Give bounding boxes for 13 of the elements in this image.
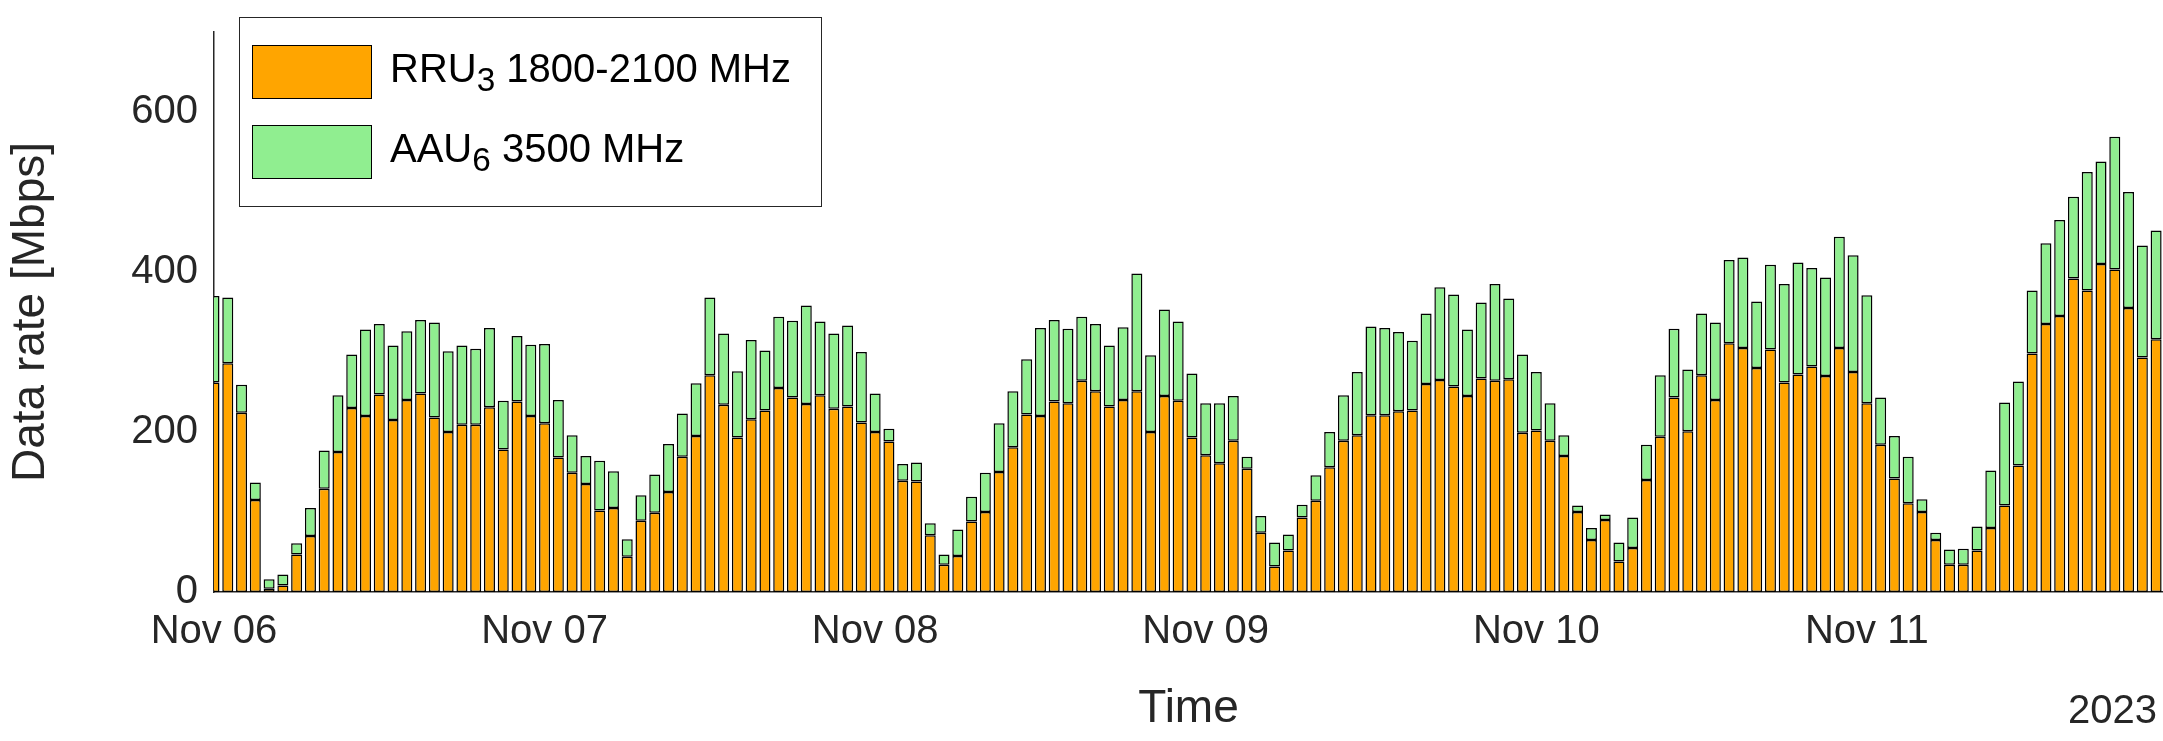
x-tick-label: Nov 09	[1142, 607, 1270, 652]
x-tick-label: Nov 11	[1804, 607, 1929, 652]
x-tick-label: Nov 08	[811, 607, 939, 652]
y-tick-label: 600	[131, 87, 198, 132]
legend-label: RRU$_{3}$ 1800-2100 MHz	[390, 45, 791, 99]
y-tick-label: 400	[131, 247, 198, 292]
x-tick-label: Nov 07	[481, 607, 608, 652]
x-axis-title: Time	[1138, 680, 1239, 733]
x-tick-label: Nov 10	[1472, 607, 1600, 652]
y-axis-title: Data rate [Mbps]	[2, 141, 55, 483]
text: 2023	[2068, 687, 2157, 732]
legend-label: AAU$_{6}$ 3500 MHz	[390, 125, 685, 179]
y-tick-label: 200	[131, 407, 198, 452]
